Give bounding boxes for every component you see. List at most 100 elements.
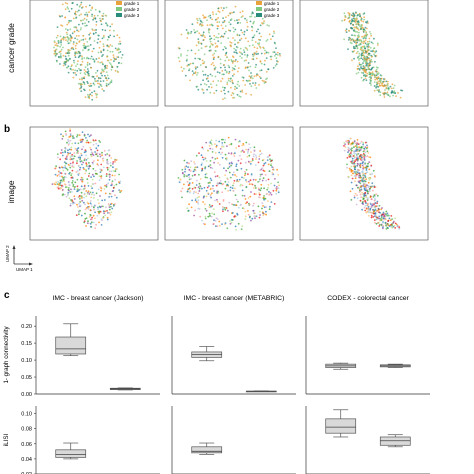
- umap-point: [72, 157, 75, 160]
- umap-point: [347, 175, 350, 178]
- umap-point: [207, 192, 210, 195]
- umap-point: [259, 150, 262, 152]
- umap-point: [78, 23, 80, 26]
- umap-point: [347, 143, 350, 145]
- umap-point: [104, 184, 106, 187]
- umap-point: [353, 196, 356, 199]
- umap-point: [111, 45, 113, 47]
- umap-point: [112, 161, 115, 163]
- umap-point: [114, 194, 116, 197]
- umap-point: [64, 148, 67, 150]
- umap-point: [266, 38, 269, 41]
- umap-point: [99, 80, 102, 83]
- umap-point: [210, 37, 213, 40]
- umap-point: [360, 140, 363, 143]
- umap-point: [213, 34, 216, 37]
- umap-point: [102, 43, 105, 45]
- umap-point: [97, 51, 100, 54]
- umap-point: [66, 194, 69, 197]
- umap-point: [70, 7, 73, 10]
- umap-point: [396, 225, 399, 228]
- umap-point: [215, 139, 218, 142]
- umap-point: [209, 166, 212, 169]
- umap-point: [387, 93, 390, 96]
- umap-point: [371, 182, 374, 185]
- umap-point: [389, 95, 391, 98]
- umap-point: [354, 166, 357, 169]
- umap-point: [202, 74, 205, 76]
- umap-point: [208, 31, 211, 34]
- umap-point: [231, 79, 234, 82]
- umap-point: [374, 51, 377, 54]
- umap-point: [214, 152, 217, 154]
- umap-point: [214, 66, 217, 69]
- umap-point: [240, 228, 243, 231]
- umap-point: [85, 159, 88, 161]
- umap-point: [234, 194, 237, 197]
- umap-point: [369, 47, 372, 49]
- umap-point: [362, 62, 364, 64]
- umap-point: [86, 71, 89, 74]
- umap-point: [67, 138, 69, 141]
- umap-point: [364, 185, 367, 188]
- umap-point: [252, 55, 255, 58]
- umap-point: [107, 77, 110, 80]
- umap-point: [209, 40, 212, 43]
- umap-point: [189, 166, 192, 169]
- umap-point: [75, 16, 78, 19]
- umap-point: [248, 183, 251, 186]
- umap-point: [83, 159, 86, 162]
- umap-point: [190, 30, 193, 33]
- umap-point: [241, 194, 244, 197]
- umap-point: [113, 185, 116, 187]
- umap-point: [378, 217, 380, 220]
- umap-point: [86, 15, 89, 18]
- umap-point: [76, 160, 78, 162]
- umap-point: [357, 34, 360, 37]
- umap-point: [373, 89, 376, 92]
- umap-point: [101, 61, 103, 63]
- umap-point: [360, 179, 363, 182]
- boxplot-title: CODEX - colorectal cancer: [327, 295, 409, 302]
- umap-point: [208, 185, 210, 187]
- umap-point: [258, 84, 260, 86]
- umap-point: [373, 186, 376, 189]
- umap-point: [232, 26, 235, 29]
- umap-point: [364, 161, 367, 164]
- umap-point: [100, 85, 103, 88]
- umap-point: [362, 20, 365, 23]
- umap-point: [67, 143, 70, 146]
- umap-point: [89, 141, 92, 144]
- umap-point: [276, 54, 279, 56]
- umap-point: [83, 57, 86, 59]
- umap-point: [110, 170, 113, 173]
- umap-point: [262, 177, 265, 180]
- umap-point: [371, 50, 374, 53]
- umap-point: [375, 50, 378, 53]
- umap-point: [350, 199, 353, 201]
- umap-point: [363, 183, 366, 186]
- umap-point: [82, 49, 84, 51]
- umap-point: [200, 47, 203, 49]
- umap-point: [366, 45, 369, 48]
- umap-point: [364, 61, 367, 63]
- umap-point: [259, 153, 261, 156]
- umap-point: [237, 222, 240, 225]
- umap-point: [62, 194, 64, 196]
- umap-point: [351, 162, 353, 164]
- umap-point: [114, 203, 116, 205]
- umap-point: [227, 90, 230, 93]
- umap-point: [189, 62, 192, 65]
- umap-point: [73, 152, 76, 154]
- umap-point: [75, 35, 78, 37]
- umap-point: [261, 173, 263, 176]
- umap-point: [375, 74, 378, 77]
- umap-point: [384, 222, 387, 224]
- umap-point: [364, 209, 367, 212]
- umap-point: [261, 202, 264, 205]
- umap-point: [225, 169, 228, 172]
- umap-point: [113, 29, 115, 32]
- umap-point: [194, 72, 197, 75]
- umap-point: [69, 39, 72, 41]
- umap-point: [80, 82, 82, 85]
